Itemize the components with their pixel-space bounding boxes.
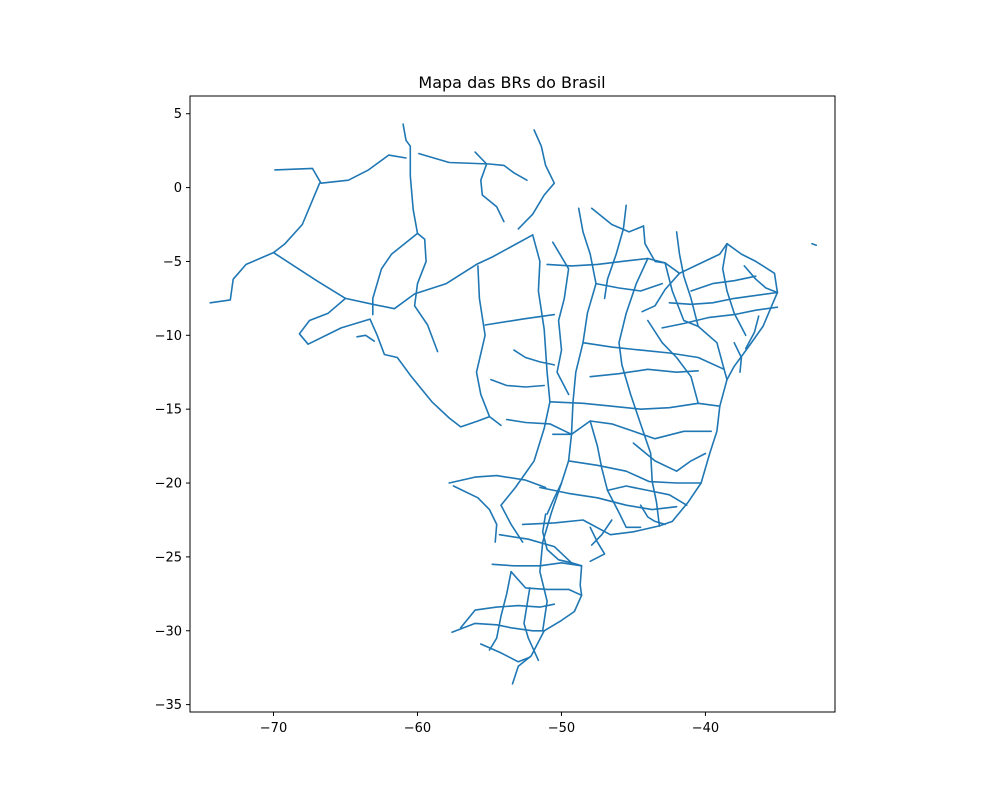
y-tick-label-7: −30 [155, 624, 182, 639]
road-line-35 [448, 474, 547, 489]
y-tick-label-2: −5 [163, 255, 182, 270]
road-line-51 [646, 319, 700, 405]
road-line-59 [490, 378, 546, 388]
road-line-3 [402, 123, 419, 235]
road-line-50 [690, 275, 757, 292]
road-line-38 [491, 561, 583, 567]
x-tick-label-0: −70 [260, 721, 287, 736]
road-line-61 [744, 315, 760, 350]
road-line-17 [590, 207, 645, 233]
road-line-21 [721, 242, 747, 337]
x-tick-label-1: −60 [404, 721, 431, 736]
road-line-44 [488, 570, 512, 651]
road-line-16 [551, 241, 570, 396]
road-line-37 [505, 418, 573, 436]
road-line-53 [606, 485, 688, 507]
road-line-64 [811, 242, 818, 246]
x-tick-label-3: −40 [692, 721, 719, 736]
road-line-57 [590, 519, 613, 546]
road-line-55 [546, 482, 563, 515]
road-line-11 [500, 234, 551, 543]
road-line-27 [589, 368, 700, 378]
road-line-26 [582, 341, 725, 371]
road-line-36 [452, 485, 498, 543]
road-line-45 [523, 587, 540, 662]
road-line-13 [484, 313, 556, 326]
road-line-29 [551, 420, 713, 440]
road-line-25 [595, 282, 664, 292]
y-tick-label-0: 5 [174, 107, 182, 122]
road-line-0 [274, 154, 407, 184]
road-line-1 [209, 182, 321, 304]
road-line-32 [539, 486, 678, 511]
road-line-63 [356, 334, 376, 343]
road-line-56 [589, 526, 606, 563]
y-tick-label-5: −20 [155, 477, 182, 492]
road-line-18 [642, 225, 728, 275]
road-line-40 [511, 564, 583, 685]
y-tick-label-3: −10 [155, 329, 182, 344]
y-tick-label-1: 0 [174, 181, 182, 196]
road-line-58 [513, 349, 556, 366]
road-line-34 [498, 533, 583, 567]
y-tick-label-8: −35 [155, 698, 182, 713]
road-line-60 [733, 341, 743, 374]
road-line-39 [510, 570, 583, 597]
y-axis: 5 0 −5 −10 −15 −20 −25 −30 −35 [155, 107, 190, 713]
road-line-9 [474, 151, 505, 223]
road-line-22 [668, 291, 779, 306]
road-line-4 [371, 232, 419, 316]
road-line-46 [541, 513, 573, 564]
road-line-20 [658, 242, 779, 527]
road-line-14 [539, 207, 597, 632]
road-line-41 [451, 622, 546, 634]
road-line-49 [743, 265, 779, 294]
chart-title: Mapa das BRs do Brasil [418, 73, 605, 92]
road-line-33 [521, 519, 661, 536]
road-line-5 [413, 232, 439, 353]
y-tick-label-4: −15 [155, 403, 182, 418]
x-axis: −70 −60 −50 −40 [260, 712, 719, 736]
road-line-54 [639, 504, 666, 526]
road-line-42 [459, 603, 556, 629]
road-line-62 [641, 272, 681, 313]
road-line-7 [416, 383, 502, 428]
road-line-48 [675, 231, 700, 328]
road-line-24 [618, 257, 661, 527]
road-line-8 [418, 152, 528, 181]
road-line-6 [298, 297, 419, 385]
plot-area [209, 123, 818, 685]
y-tick-label-6: −25 [155, 550, 182, 565]
road-line-23 [661, 306, 779, 329]
road-line-52 [632, 442, 707, 473]
axes-frame [189, 95, 836, 713]
road-line-2 [272, 234, 534, 310]
road-line-31 [567, 460, 702, 484]
road-line-43 [479, 643, 531, 663]
road-line-12 [475, 265, 491, 418]
road-line-10 [517, 129, 556, 230]
x-tick-label-2: −50 [548, 721, 575, 736]
road-line-47 [603, 204, 628, 300]
